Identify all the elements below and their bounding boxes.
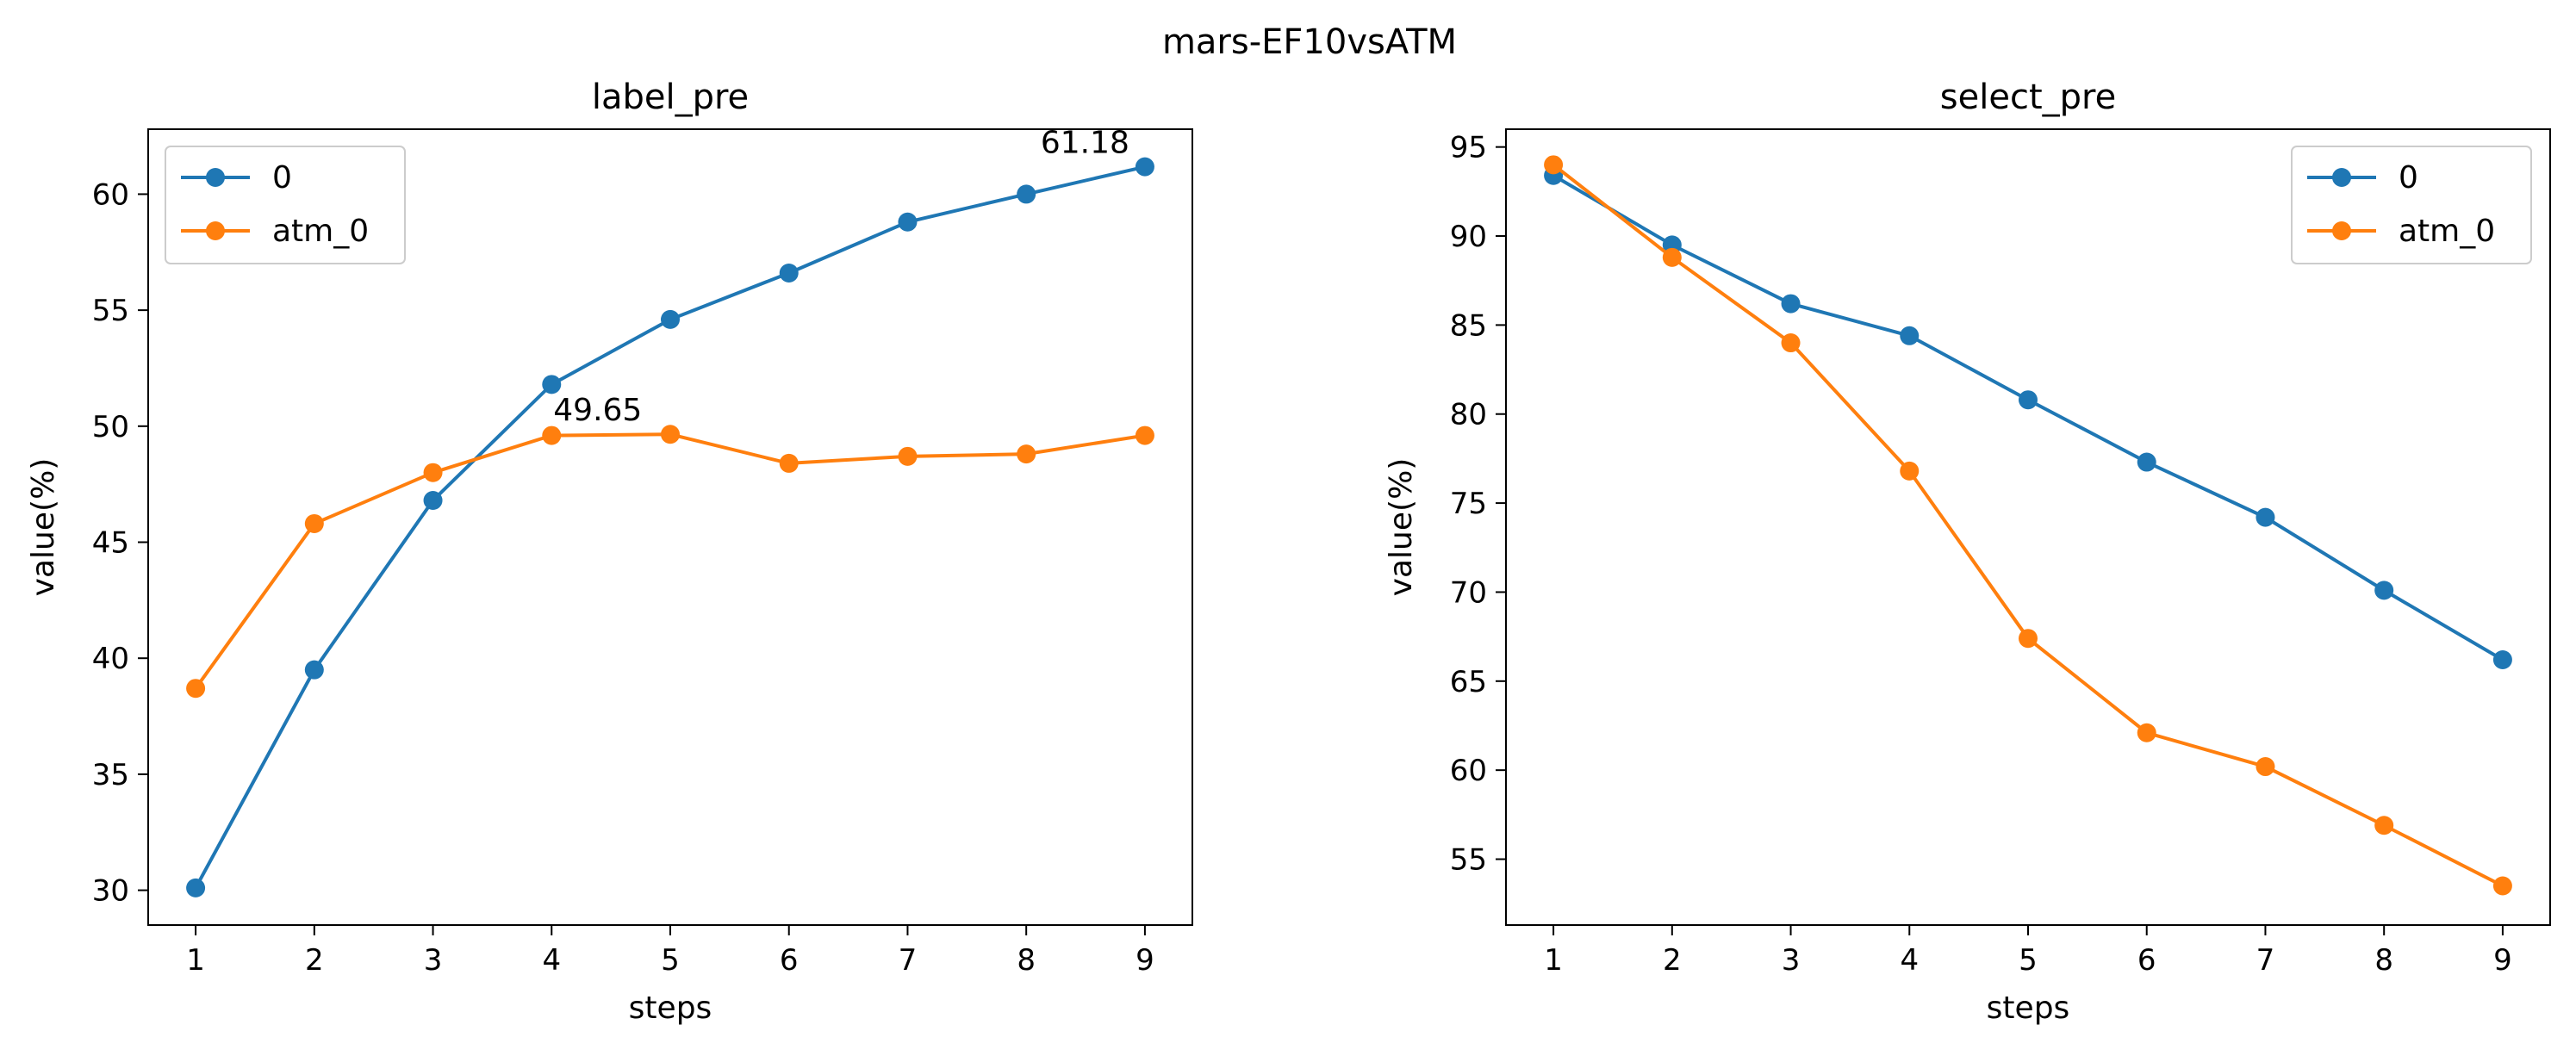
data-point <box>1781 333 1801 353</box>
data-point <box>2137 452 2156 472</box>
data-point <box>661 425 680 444</box>
data-point <box>2137 723 2156 742</box>
x-tick-label: 9 <box>2493 943 2512 978</box>
y-tick-label: 75 <box>1450 487 1487 521</box>
data-point <box>304 513 324 533</box>
figure-title: mars-EF10vsATM <box>1162 22 1457 62</box>
series-atm_0 <box>186 425 1154 699</box>
data-point <box>2019 390 2038 410</box>
legend-label: atm_0 <box>2399 214 2495 249</box>
data-point <box>898 212 918 232</box>
y-tick-label: 80 <box>1450 398 1487 432</box>
legend-marker <box>206 168 225 187</box>
data-point <box>304 660 324 680</box>
y-tick-label: 95 <box>1450 131 1487 165</box>
y-axis-label: value(%) <box>26 458 61 597</box>
x-tick-label: 8 <box>1017 943 1036 978</box>
series-atm_0 <box>1544 155 2512 896</box>
data-point <box>1900 326 1920 345</box>
series-line <box>1552 163 2504 888</box>
legend-label: 0 <box>272 160 292 196</box>
data-point <box>423 491 443 511</box>
data-point <box>1017 184 1036 204</box>
series-line <box>194 432 1146 690</box>
x-tick-label: 7 <box>2256 943 2275 978</box>
y-tick-label: 35 <box>92 758 129 792</box>
x-tick-label: 4 <box>1900 943 1919 978</box>
x-tick-label: 2 <box>1663 943 1682 978</box>
data-point <box>2374 816 2394 835</box>
data-label: 61.18 <box>1041 126 1129 161</box>
y-axis-label: value(%) <box>1384 458 1419 597</box>
data-point <box>1544 155 1564 175</box>
data-point <box>2256 757 2275 777</box>
x-tick-label: 3 <box>1782 943 1801 978</box>
x-tick-label: 1 <box>186 943 205 978</box>
chart-title: label_pre <box>592 78 749 117</box>
y-tick-label: 55 <box>1450 843 1487 878</box>
legend-marker <box>206 221 225 240</box>
data-point <box>1135 157 1154 177</box>
x-tick-label: 1 <box>1544 943 1563 978</box>
x-tick-label: 3 <box>424 943 443 978</box>
x-tick-label: 6 <box>780 943 799 978</box>
y-tick-label: 45 <box>92 526 129 561</box>
y-tick-label: 60 <box>1450 754 1487 788</box>
x-tick-label: 6 <box>2137 943 2156 978</box>
x-axis-label: steps <box>1987 991 2070 1026</box>
data-point <box>1662 247 1682 267</box>
data-point <box>1781 294 1801 314</box>
x-tick-label: 5 <box>661 943 680 978</box>
x-tick-label: 2 <box>305 943 324 978</box>
select-pre-chart: select_pre 1 2 3 4 5 6 7 8 9 55 60 65 70 75 80 85 90 95 ste… <box>1384 78 2551 1026</box>
data-point <box>186 878 206 897</box>
y-tick-label: 90 <box>1450 220 1487 254</box>
data-point <box>779 453 799 473</box>
legend-label: atm_0 <box>272 214 369 249</box>
legend: 0 atm_0 <box>165 146 406 264</box>
data-label: 49.65 <box>553 393 642 428</box>
data-point <box>2492 650 2512 669</box>
x-tick-label: 4 <box>542 943 561 978</box>
legend-label: 0 <box>2399 160 2418 196</box>
data-point <box>2019 629 2038 649</box>
legend-marker <box>2332 221 2351 240</box>
data-point <box>1135 425 1154 445</box>
data-point <box>423 463 443 482</box>
y-tick-label: 50 <box>92 410 129 444</box>
y-tick-label: 55 <box>92 294 129 328</box>
data-point <box>779 264 799 283</box>
y-tick-label: 40 <box>92 642 129 676</box>
data-point <box>661 309 680 329</box>
series-0 <box>186 157 1154 897</box>
data-point <box>2492 876 2512 896</box>
y-tick-label: 60 <box>92 177 129 212</box>
data-point <box>1900 461 1920 481</box>
data-point <box>542 375 562 394</box>
legend-marker <box>2332 168 2351 187</box>
x-axis-label: steps <box>629 991 712 1026</box>
data-point <box>542 425 562 445</box>
x-tick-label: 8 <box>2374 943 2393 978</box>
y-tick-label: 65 <box>1450 665 1487 699</box>
x-tick-label: 9 <box>1136 943 1154 978</box>
chart-title: select_pre <box>1940 78 2116 117</box>
x-tick-label: 7 <box>899 943 918 978</box>
y-tick-label: 70 <box>1450 575 1487 610</box>
y-tick-label: 85 <box>1450 308 1487 343</box>
data-point <box>186 679 206 699</box>
data-point <box>1017 444 1036 464</box>
legend: 0 atm_0 <box>2291 146 2532 264</box>
y-tick-label: 30 <box>92 874 129 909</box>
data-point <box>898 446 918 466</box>
data-point <box>2256 507 2275 527</box>
data-point <box>2374 581 2394 600</box>
series-line <box>194 165 1146 889</box>
x-tick-label: 5 <box>2019 943 2038 978</box>
